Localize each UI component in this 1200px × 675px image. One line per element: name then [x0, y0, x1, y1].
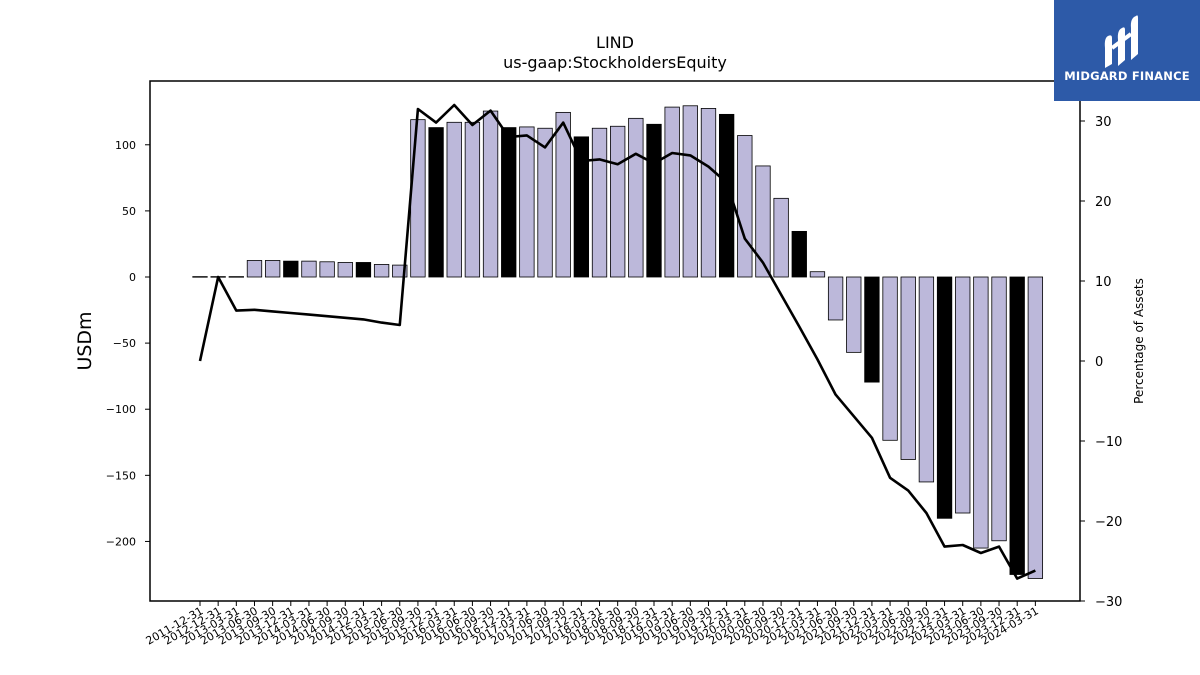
bar-series — [193, 106, 1043, 579]
y-tick-label: −50 — [113, 337, 136, 350]
bar-2020-03-31 — [738, 136, 753, 277]
bar-2015-12-31 — [429, 128, 444, 277]
bar-2023-06-30 — [974, 277, 989, 548]
bar-2016-06-30 — [465, 122, 480, 277]
bar-2022-12-31 — [937, 277, 952, 518]
bar-2019-06-30 — [683, 106, 698, 277]
y-tick-label: −200 — [106, 535, 136, 548]
chart-title: LIND — [596, 33, 634, 52]
chart-svg: LIND us-gaap:StockholdersEquity USDm Per… — [0, 0, 1200, 675]
bar-2021-09-30 — [847, 277, 862, 352]
bar-2018-03-31 — [592, 128, 607, 277]
bar-2017-06-30 — [538, 128, 553, 277]
logo-text: MIDGARD FINANCE — [1054, 69, 1200, 83]
bar-2018-12-31 — [647, 124, 662, 277]
bar-2020-12-31 — [792, 231, 807, 277]
bar-2017-12-31 — [574, 137, 589, 277]
bar-2022-03-31 — [883, 277, 898, 440]
bar-2021-03-31 — [810, 272, 825, 277]
bar-2018-09-30 — [629, 118, 644, 277]
midgard-logo: MIDGARD FINANCE — [1054, 0, 1200, 101]
y-axis-label: USDm — [74, 311, 96, 370]
y2-tick-label: −30 — [1095, 595, 1122, 610]
bar-2016-12-31 — [501, 128, 515, 277]
y-tick-label: 50 — [122, 205, 136, 218]
bar-2024-03-31 — [1028, 277, 1043, 578]
chart-subtitle: us-gaap:StockholdersEquity — [503, 53, 727, 72]
bar-2023-12-31 — [1010, 277, 1024, 575]
y2-tick-label: 30 — [1095, 115, 1112, 130]
bar-2021-12-31 — [865, 277, 880, 382]
bar-2015-09-30 — [411, 120, 426, 277]
bar-2013-09-30 — [265, 260, 280, 277]
bar-2022-09-30 — [919, 277, 934, 482]
bar-2022-06-30 — [901, 277, 916, 459]
y-tick-label: 100 — [115, 139, 136, 152]
bar-2019-09-30 — [701, 108, 716, 277]
bar-2013-03-31 — [229, 277, 244, 278]
bar-2016-03-31 — [447, 122, 462, 277]
bar-2016-09-30 — [483, 111, 498, 277]
y2-tick-label: −20 — [1095, 515, 1122, 530]
bar-2014-06-30 — [320, 262, 335, 277]
y2-axis-label: Percentage of Assets — [1132, 278, 1146, 404]
y2-tick-label: −10 — [1095, 435, 1122, 450]
y2-tick-label: 20 — [1095, 195, 1112, 210]
bar-2014-03-31 — [302, 261, 317, 277]
bar-2014-09-30 — [338, 262, 353, 277]
bar-2020-06-30 — [756, 166, 771, 277]
bar-2017-03-31 — [520, 127, 535, 277]
bar-2018-06-30 — [610, 126, 625, 277]
bar-2023-09-30 — [992, 277, 1007, 541]
midgard-logo-icon — [1102, 8, 1152, 68]
bar-2011-12-31 — [193, 277, 208, 278]
bar-2017-09-30 — [556, 112, 571, 277]
bar-2020-09-30 — [774, 198, 789, 277]
bar-2015-03-31 — [374, 264, 389, 277]
y-tick-label: 0 — [129, 271, 136, 284]
y2-tick-label: 0 — [1095, 355, 1103, 370]
bar-2013-06-30 — [247, 260, 261, 277]
y-tick-label: −150 — [106, 469, 136, 482]
bar-2014-12-31 — [356, 262, 371, 277]
bar-2019-03-31 — [665, 107, 680, 277]
y2-tick-label: 10 — [1095, 275, 1112, 290]
bar-2023-03-31 — [955, 277, 970, 513]
y-tick-label: −100 — [106, 403, 136, 416]
bar-2021-06-30 — [828, 277, 843, 320]
bar-2013-12-31 — [284, 261, 299, 277]
